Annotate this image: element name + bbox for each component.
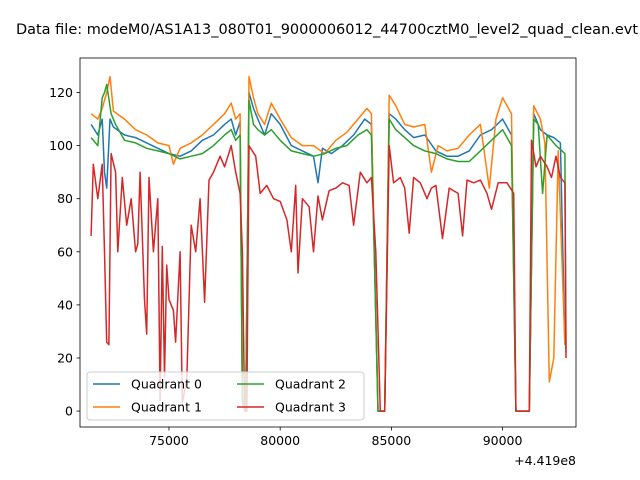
legend: Quadrant 0 Quadrant 1 Quadrant 2 Quadrant 3 xyxy=(86,371,365,421)
y-tick-label: 40 xyxy=(57,297,73,312)
series-line-quadrant-2 xyxy=(90,83,567,412)
x-tick-label: 85000 xyxy=(372,433,412,448)
legend-box xyxy=(86,371,365,421)
y-axis: 0 20 40 60 80 100 120 xyxy=(49,85,80,419)
plot-frame xyxy=(79,57,577,428)
series-line-quadrant-3 xyxy=(90,139,567,412)
y-tick-label: 80 xyxy=(57,191,73,206)
y-tick-label: 100 xyxy=(49,138,73,153)
y-tick-label: 20 xyxy=(57,350,73,365)
plot-area xyxy=(79,57,577,428)
y-tick-label: 60 xyxy=(57,244,73,259)
legend-label-quadrant-0: Quadrant 0 xyxy=(131,377,202,392)
x-axis-offset-label: +4.419e8 xyxy=(514,453,576,468)
legend-label-quadrant-2: Quadrant 2 xyxy=(275,377,346,392)
legend-label-quadrant-3: Quadrant 3 xyxy=(275,400,346,415)
x-tick-label: 90000 xyxy=(483,433,523,448)
x-tick-label: 80000 xyxy=(260,433,300,448)
x-axis: 75000 80000 85000 90000 xyxy=(149,427,523,448)
y-tick-label: 0 xyxy=(65,404,73,419)
series-group xyxy=(90,75,567,412)
x-tick-label: 75000 xyxy=(149,433,189,448)
y-tick-label: 120 xyxy=(49,85,73,100)
legend-label-quadrant-1: Quadrant 1 xyxy=(131,400,202,415)
chart-title: Data file: modeM0/AS1A13_080T01_90000060… xyxy=(16,22,638,38)
